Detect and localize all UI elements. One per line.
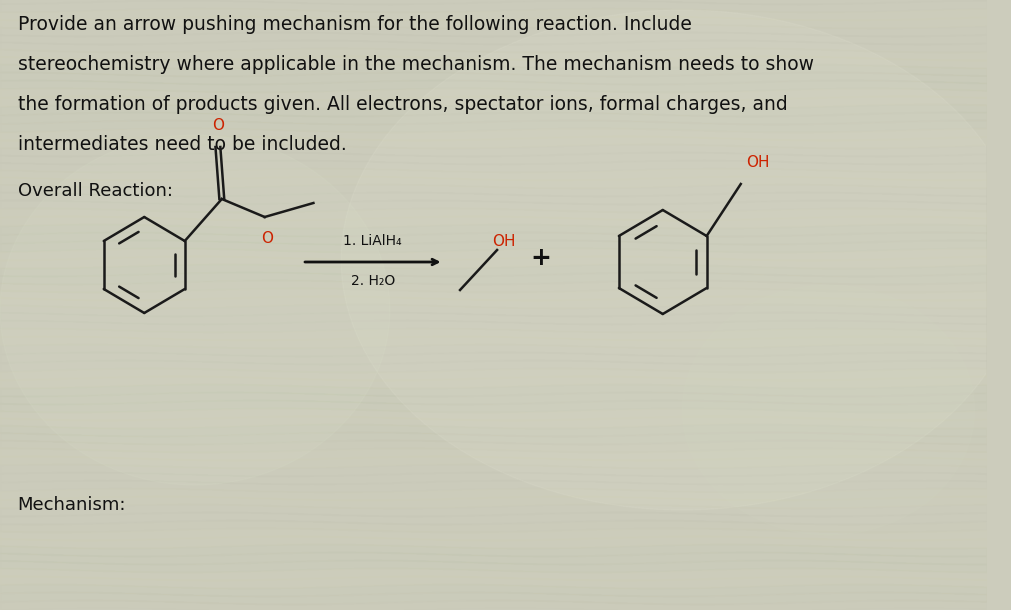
Text: O: O [211,118,223,133]
Text: stereochemistry where applicable in the mechanism. The mechanism needs to show: stereochemistry where applicable in the … [17,55,813,74]
Text: +: + [530,246,551,270]
Ellipse shape [341,10,1011,510]
Text: Overall Reaction:: Overall Reaction: [17,182,172,200]
Text: 2. H₂O: 2. H₂O [351,274,394,288]
Text: OH: OH [491,234,516,249]
Text: Mechanism:: Mechanism: [17,496,126,514]
Text: 1. LiAlH₄: 1. LiAlH₄ [343,234,401,248]
Ellipse shape [681,285,974,535]
Text: intermediates need to be included.: intermediates need to be included. [17,135,346,154]
Ellipse shape [0,135,389,485]
Text: OH: OH [745,155,768,170]
Text: the formation of products given. All electrons, spectator ions, formal charges, : the formation of products given. All ele… [17,95,787,114]
Text: O: O [261,231,272,246]
Text: Provide an arrow pushing mechanism for the following reaction. Include: Provide an arrow pushing mechanism for t… [17,15,691,34]
